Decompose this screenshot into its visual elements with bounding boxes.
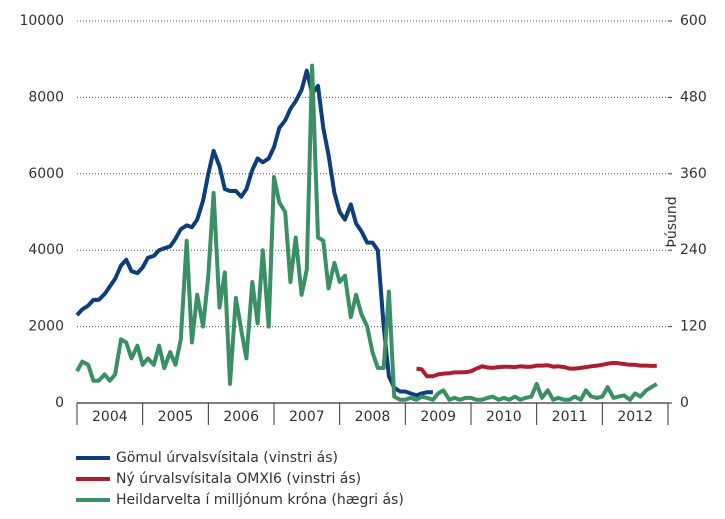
legend-label: Gömul úrvalsvísitala (vinstri ás): [116, 450, 338, 466]
x-tick-label: 2011: [552, 409, 588, 425]
y2-tick-label: 600: [680, 13, 707, 29]
y2-tick-label: 360: [680, 166, 707, 182]
x-tick-label: 2005: [158, 409, 194, 425]
y2-tick-label: 480: [680, 89, 707, 105]
y-tick-label: 10000: [19, 13, 64, 29]
y2-tick-label: 0: [680, 395, 689, 411]
x-tick-label: 2006: [223, 409, 259, 425]
x-tick-label: 2012: [617, 409, 653, 425]
legend-label: Heildarvelta í milljónum króna (hægri ás…: [116, 492, 404, 508]
x-tick-label: 2004: [92, 409, 128, 425]
x-tick-label: 2008: [355, 409, 391, 425]
x-tick-label: 2009: [420, 409, 456, 425]
series-line: [75, 63, 658, 402]
series-line: [416, 360, 657, 379]
y-tick-label: 4000: [28, 242, 64, 258]
y-tick-label: 6000: [28, 166, 64, 182]
y-tick-label: 2000: [28, 319, 64, 335]
x-tick-label: 2007: [289, 409, 325, 425]
y2-tick-label: 240: [680, 242, 707, 258]
y2-tick-label: 120: [680, 319, 707, 335]
y2-axis-label: Þúsund: [664, 196, 680, 247]
series-line: [75, 68, 433, 398]
y-tick-label: 0: [55, 395, 64, 411]
x-tick-label: 2010: [486, 409, 522, 425]
y-tick-label: 8000: [28, 89, 64, 105]
legend-label: Ný úrvalsvísitala OMXI6 (vinstri ás): [116, 471, 361, 487]
